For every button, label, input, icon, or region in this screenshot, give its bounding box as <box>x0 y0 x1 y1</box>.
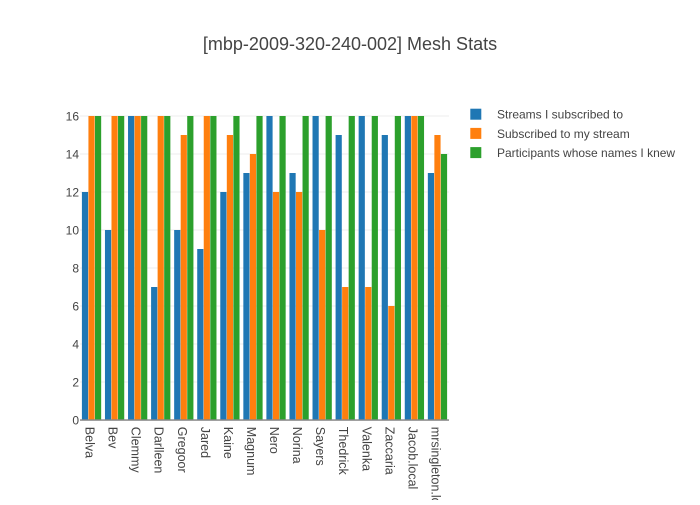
svg-text:[mbp-2009-320-240-002] Mesh St: [mbp-2009-320-240-002] Mesh Stats <box>203 34 497 54</box>
svg-text:Sayers: Sayers <box>313 427 327 466</box>
svg-text:6: 6 <box>72 299 79 313</box>
svg-text:12: 12 <box>66 185 80 199</box>
svg-text:16: 16 <box>66 109 80 123</box>
svg-text:10: 10 <box>66 223 80 237</box>
svg-text:Streams I subscribed to: Streams I subscribed to <box>497 108 623 122</box>
svg-text:Kaine: Kaine <box>221 427 235 459</box>
svg-text:Darlleen: Darlleen <box>152 427 166 474</box>
svg-text:Participants whose names I kne: Participants whose names I knew <box>497 146 675 160</box>
svg-text:Norina: Norina <box>290 427 304 464</box>
svg-text:2: 2 <box>72 375 79 389</box>
svg-text:Zaccaria: Zaccaria <box>382 427 396 475</box>
svg-text:8: 8 <box>72 261 79 275</box>
svg-text:Valenka: Valenka <box>359 427 373 471</box>
svg-text:Bev: Bev <box>106 427 120 449</box>
svg-text:Belva: Belva <box>83 427 97 458</box>
svg-text:Clemmy: Clemmy <box>129 427 143 474</box>
svg-text:mrsingleton.local: mrsingleton.local <box>428 427 442 500</box>
svg-text:14: 14 <box>66 147 80 161</box>
svg-text:Nero: Nero <box>267 427 281 454</box>
svg-text:0: 0 <box>72 413 79 427</box>
svg-text:Gregoor: Gregoor <box>175 427 189 473</box>
svg-text:4: 4 <box>72 337 79 351</box>
svg-text:Thedrick: Thedrick <box>336 427 350 476</box>
svg-text:Magnum: Magnum <box>244 427 258 476</box>
svg-text:Jacob.local: Jacob.local <box>405 427 419 490</box>
svg-text:Subscribed to my stream: Subscribed to my stream <box>497 127 630 141</box>
svg-text:Jared: Jared <box>198 427 212 458</box>
